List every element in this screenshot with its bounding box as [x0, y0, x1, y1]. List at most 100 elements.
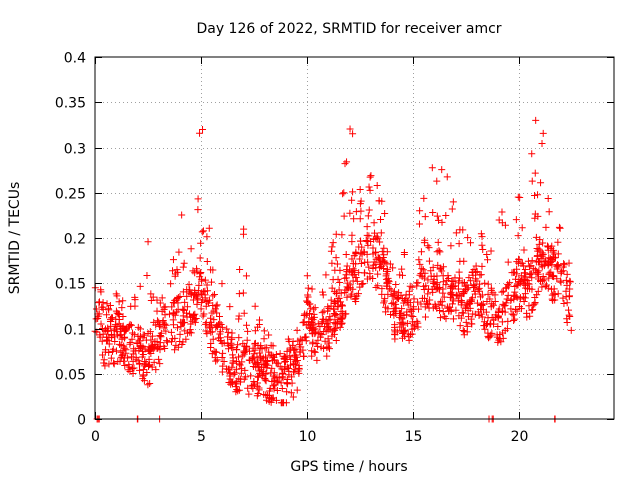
data-point	[553, 265, 561, 273]
data-point	[258, 356, 266, 364]
data-point	[508, 310, 516, 318]
data-point	[311, 348, 319, 356]
data-point	[145, 343, 153, 351]
axis-ticks: 0 0.05 0.1 0.15 0.2 0.25 0.3 0.35 0.4 0 5 10 15 20	[55, 51, 614, 445]
data-point	[351, 292, 359, 300]
data-point	[563, 270, 571, 278]
data-point	[171, 346, 179, 354]
data-point	[269, 342, 277, 350]
data-point	[99, 330, 107, 338]
data-point	[319, 315, 327, 323]
data-point	[144, 381, 152, 389]
data-point	[171, 296, 179, 304]
data-point	[305, 300, 313, 308]
data-point	[446, 290, 454, 298]
data-point	[207, 328, 215, 336]
data-point	[332, 311, 340, 319]
y-tick-label: 0.3	[64, 142, 86, 158]
data-point	[550, 290, 558, 298]
data-point	[158, 307, 166, 315]
data-point	[287, 389, 295, 397]
data-point	[211, 305, 219, 313]
data-point	[477, 305, 485, 313]
data-point	[543, 242, 551, 250]
data-point	[272, 350, 280, 358]
data-point	[281, 353, 289, 361]
data-point	[339, 314, 347, 322]
data-point	[129, 350, 137, 358]
data-point	[258, 345, 266, 353]
data-point	[376, 238, 384, 246]
data-point	[464, 234, 472, 242]
data-point	[433, 272, 441, 280]
data-point	[131, 302, 139, 310]
data-point	[134, 323, 142, 331]
data-point	[375, 197, 383, 205]
chart-title: Day 126 of 2022, SRMTID for receiver amc…	[196, 21, 501, 37]
data-point	[121, 326, 129, 334]
data-point	[339, 190, 347, 198]
data-point	[222, 365, 230, 373]
data-point	[525, 263, 533, 271]
data-point	[483, 319, 491, 327]
data-point	[256, 349, 264, 357]
data-point	[219, 349, 227, 357]
data-point	[343, 293, 351, 301]
data-point	[139, 372, 147, 380]
data-point	[369, 274, 377, 282]
data-point	[365, 206, 373, 214]
data-point	[209, 335, 217, 343]
data-point	[392, 281, 400, 289]
data-point	[441, 312, 449, 320]
data-point	[365, 232, 373, 240]
x-tick-label: 20	[511, 429, 529, 445]
data-point	[268, 357, 276, 365]
data-point	[108, 334, 116, 342]
data-point	[197, 268, 205, 276]
data-point	[440, 293, 448, 301]
data-point	[490, 316, 498, 324]
data-point	[468, 268, 476, 276]
data-point	[215, 313, 223, 321]
data-point	[148, 342, 156, 350]
data-point	[510, 311, 518, 319]
data-point	[117, 341, 125, 349]
y-tick-label: 0.15	[55, 277, 86, 293]
data-point	[494, 312, 502, 320]
data-point	[235, 334, 243, 342]
data-point	[416, 260, 424, 268]
data-point	[424, 290, 432, 298]
data-point	[488, 300, 496, 308]
data-point	[183, 292, 191, 300]
data-point	[309, 326, 317, 334]
data-point	[514, 281, 522, 289]
data-point	[203, 257, 211, 265]
data-point	[555, 223, 563, 231]
data-point	[342, 310, 350, 318]
data-point	[540, 276, 548, 284]
data-point	[295, 364, 303, 372]
data-point	[96, 331, 104, 339]
data-point	[205, 224, 213, 232]
data-point	[289, 338, 297, 346]
data-point	[289, 393, 297, 401]
data-point	[377, 229, 385, 237]
data-point	[430, 272, 438, 280]
data-point	[115, 298, 123, 306]
data-point	[270, 369, 278, 377]
data-point	[284, 335, 292, 343]
data-point	[388, 292, 396, 300]
data-point	[484, 290, 492, 298]
data-point	[384, 290, 392, 298]
data-point	[273, 386, 281, 394]
data-point	[235, 315, 243, 323]
data-point	[563, 319, 571, 327]
data-point	[363, 223, 371, 231]
data-point	[393, 328, 401, 336]
data-point	[225, 378, 233, 386]
data-point	[421, 294, 429, 302]
data-point	[115, 315, 123, 323]
x-tick-label: 10	[299, 429, 317, 445]
data-point	[124, 354, 132, 362]
data-point	[435, 247, 443, 255]
